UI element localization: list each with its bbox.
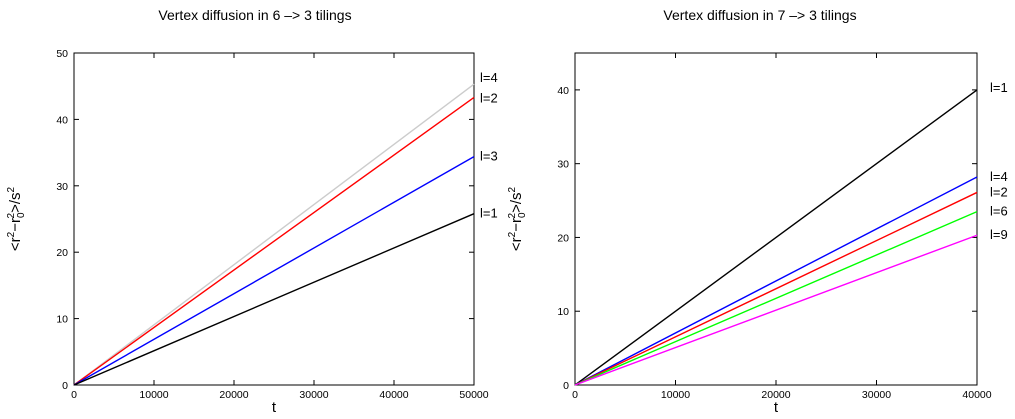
chart-title: Vertex diffusion in 7 –> 3 tilings xyxy=(663,7,856,23)
series-line-l-1 xyxy=(574,89,978,386)
chart-title: Vertex diffusion in 6 –> 3 tilings xyxy=(158,7,351,23)
x-tick-label: 20000 xyxy=(761,389,790,401)
series-line-l-3 xyxy=(73,155,475,386)
x-axis-label: t xyxy=(774,399,779,416)
y-tick-label: 20 xyxy=(56,247,68,259)
x-tick-label: 40000 xyxy=(962,389,991,401)
x-tick-label: 10000 xyxy=(661,389,690,401)
x-tick-label: 40000 xyxy=(379,389,408,401)
y-axis-label: <r2−r02>/s2 xyxy=(6,186,27,251)
series-label: l=4 xyxy=(990,169,1008,184)
series-label: l=9 xyxy=(990,227,1008,242)
y-tick-label: 20 xyxy=(557,232,569,244)
y-tick-label: 10 xyxy=(557,306,569,318)
series-label: l=6 xyxy=(990,204,1008,219)
y-tick-label: 40 xyxy=(56,114,68,126)
series-line-l-4 xyxy=(73,83,475,386)
y-tick-label: 30 xyxy=(56,181,68,193)
series-label: l=1 xyxy=(480,206,498,221)
series-label: l=2 xyxy=(480,90,498,105)
y-tick-label: 50 xyxy=(56,48,68,60)
plot-frame xyxy=(73,52,475,386)
x-axis-label: t xyxy=(272,399,277,416)
series-label: l=3 xyxy=(480,149,498,164)
y-axis-label: <r2−r02>/s2 xyxy=(507,186,528,251)
y-tick-label: 0 xyxy=(62,380,68,392)
series-line-l-9 xyxy=(574,234,978,386)
series-line-l-1 xyxy=(73,213,475,386)
series-line-l-4 xyxy=(574,176,978,386)
x-tick-label: 0 xyxy=(572,389,578,401)
x-tick-label: 20000 xyxy=(219,389,248,401)
x-tick-label: 0 xyxy=(71,389,77,401)
x-tick-label: 30000 xyxy=(299,389,328,401)
y-tick-label: 10 xyxy=(56,314,68,326)
series-line-l-6 xyxy=(574,210,978,386)
y-tick-label: 30 xyxy=(557,159,569,171)
x-tick-label: 30000 xyxy=(862,389,891,401)
series-label: l=1 xyxy=(990,80,1008,95)
y-tick-label: 0 xyxy=(563,380,569,392)
x-tick-label: 10000 xyxy=(139,389,168,401)
x-tick-label: 50000 xyxy=(459,389,488,401)
plot-frame xyxy=(574,52,978,386)
y-tick-label: 40 xyxy=(557,85,569,97)
chart-panel-1: Vertex diffusion in 6 –> 3 tilings 0 10000… xyxy=(6,7,498,416)
series-label: l=4 xyxy=(480,70,498,85)
series-label: l=2 xyxy=(990,184,1008,199)
series-line-l-2 xyxy=(574,191,978,386)
chart-panel-2: Vertex diffusion in 7 –> 3 tilings 0 10000… xyxy=(507,7,1008,416)
series-line-l-2 xyxy=(73,96,475,386)
